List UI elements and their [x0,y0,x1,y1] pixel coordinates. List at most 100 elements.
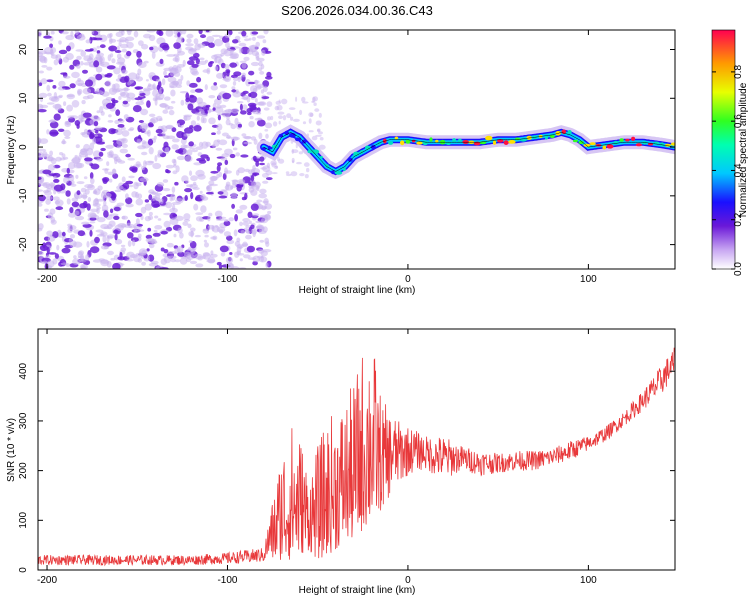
noise-blob [93,60,100,68]
noise-blob [82,69,88,74]
noise-blob [308,118,312,124]
noise-blob [265,262,269,268]
noise-blob [182,148,188,155]
noise-blob [91,47,98,52]
noise-blob [258,193,268,199]
noise-blob [262,180,269,184]
noise-blob [44,208,49,212]
noise-blob [92,150,102,158]
noise-blob [166,242,174,248]
noise-blob [245,230,251,234]
noise-blob [202,69,210,73]
noise-blob [102,177,110,183]
noise-blob [69,83,76,89]
noise-blob [49,208,56,215]
noise-blob [114,189,122,193]
noise-blob [53,175,57,180]
colorbar-tick-label: 0.6 [733,114,744,128]
noise-blob [48,173,57,177]
noise-blob [125,203,134,208]
noise-blob [135,212,143,218]
noise-blob [47,164,56,171]
noise-blob [224,148,233,155]
noise-blob [55,54,62,61]
noise-blob [121,176,126,183]
noise-blob [230,185,234,190]
noise-blob [250,189,258,196]
track-blob [325,164,329,168]
noise-blob [219,216,227,219]
noise-blob [191,149,198,153]
noise-blob [186,149,193,156]
noise-blob [121,143,128,148]
noise-blob [235,169,240,176]
noise-blob [122,188,127,192]
noise-blob [121,215,126,220]
noise-blob [133,254,141,263]
noise-blob [141,151,148,156]
noise-blob [205,104,211,108]
noise-blob [188,141,194,147]
noise-blob [140,108,149,116]
noise-blob [232,90,242,98]
noise-blob [69,64,75,70]
noise-blob [147,160,155,164]
noise-blob [59,152,64,156]
noise-blob [242,221,250,226]
noise-blob [249,91,258,99]
noise-blob [216,113,222,116]
noise-blob [38,151,44,159]
noise-blob [74,215,85,221]
noise-blob [148,147,154,155]
noise-blob [258,230,267,235]
noise-blob [317,128,321,133]
noise-blob [185,180,190,184]
noise-blob [147,138,154,146]
noise-blob [107,33,112,39]
noise-blob [94,126,103,131]
noise-blob [69,174,75,178]
noise-blob [109,213,119,217]
noise-blob [127,81,132,86]
noise-blob [176,122,180,126]
noise-blob [136,223,143,227]
noise-blob [116,138,125,146]
noise-blob [46,79,54,83]
noise-blob [106,161,110,167]
noise-blob [220,62,226,69]
noise-blob [163,67,172,72]
noise-blob [202,228,210,232]
noise-blob [234,214,239,222]
track-blob [331,170,335,175]
noise-blob [121,69,128,75]
noise-blob [220,157,228,161]
y-tick-label: 0 [18,144,29,150]
noise-blob [107,120,114,123]
noise-blob [189,241,197,249]
noise-blob [156,30,162,35]
noise-blob [112,140,118,143]
colorbar-label: Normalized spectral amplitude [738,82,749,217]
noise-blob [185,43,194,47]
noise-blob [125,153,131,158]
noise-blob [170,258,176,263]
track-blob [572,139,578,143]
noise-blob [152,232,161,237]
noise-blob [159,58,164,65]
colorbar-tick-label: 0.2 [733,212,744,226]
noise-blob [222,92,232,100]
noise-blob [62,138,66,145]
noise-blob [206,259,216,263]
noise-blob [127,232,134,239]
track-blob [429,137,433,142]
track-blob [334,171,343,175]
noise-blob [83,176,88,180]
noise-blob [153,203,161,208]
noise-blob [103,200,107,207]
noise-blob [243,254,251,259]
noise-blob [116,185,124,190]
noise-blob [165,125,174,129]
noise-blob [241,62,247,69]
noise-blob [314,108,320,112]
noise-blob [166,135,176,140]
